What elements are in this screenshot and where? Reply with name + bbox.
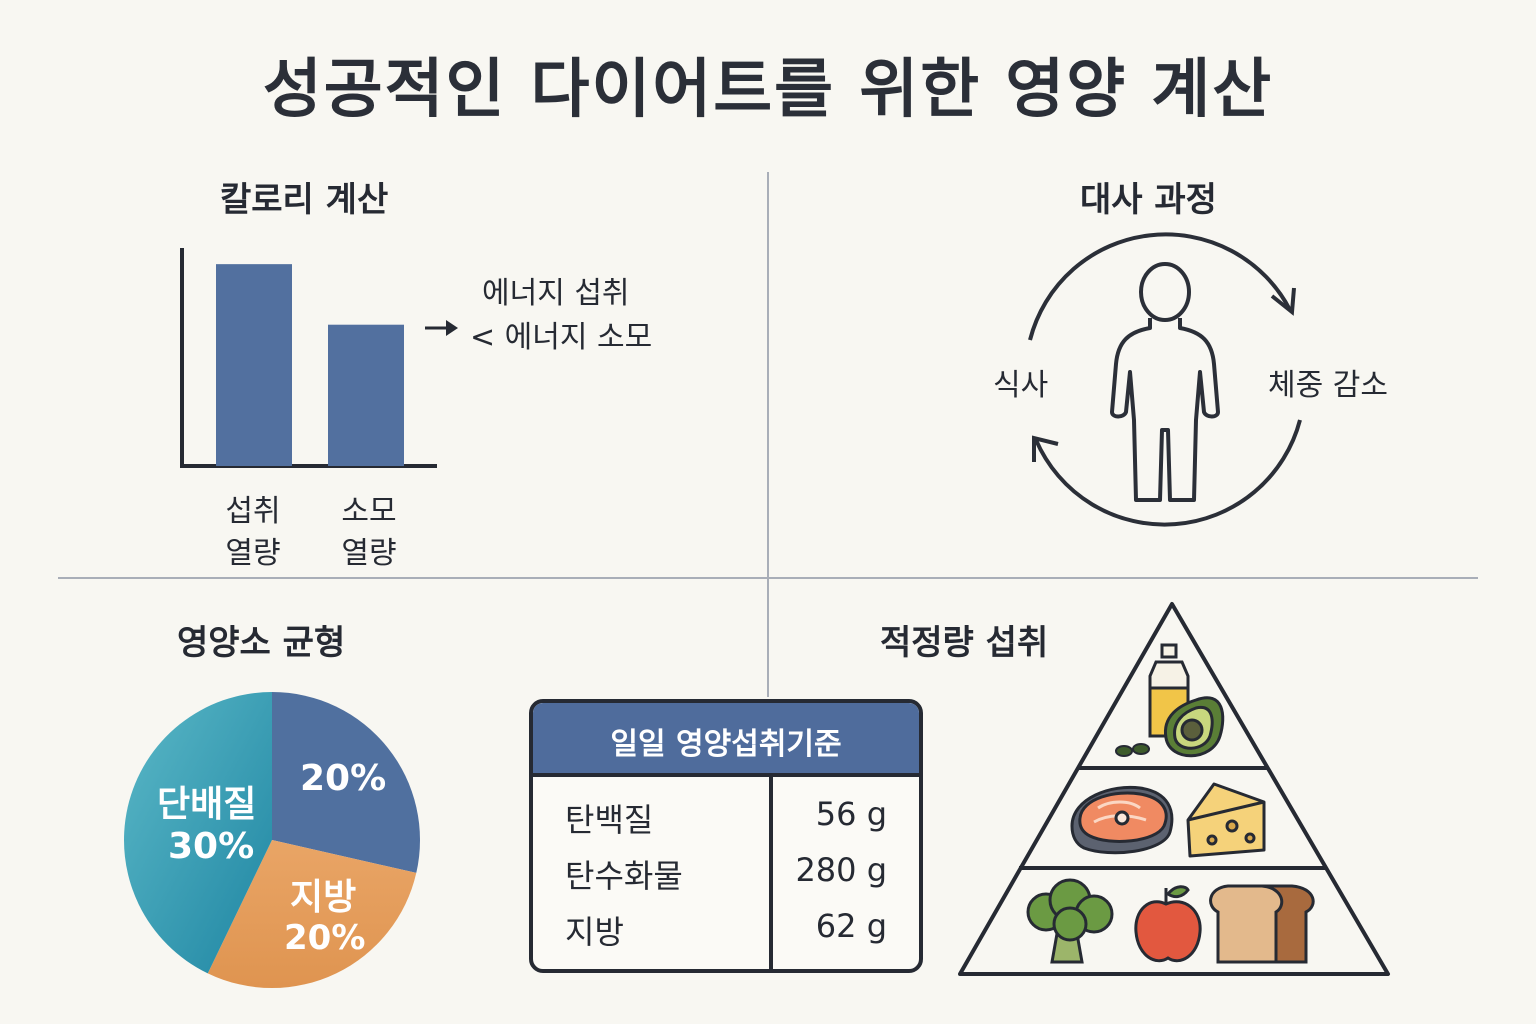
cycle-arc-bottom <box>1034 419 1302 527</box>
cycle-arc-top <box>1028 232 1292 341</box>
arrow-right-icon <box>446 320 458 336</box>
bar-label-intake-1: 섭취 <box>225 494 281 529</box>
bar-intake <box>216 264 292 466</box>
table-row-name-3: 지방 <box>565 913 624 951</box>
pie-slice-blue <box>272 692 420 873</box>
table-header-text: 일일 영양섭취기준 <box>610 727 842 762</box>
pie-slice-fat <box>207 840 417 988</box>
pie-label-protein: 단배질 <box>157 784 257 825</box>
energy-note-line1: 에너지 섭취 <box>482 276 630 311</box>
pie-text-blue: 20% <box>300 758 387 799</box>
calorie-heading: 칼로리 계산 <box>220 180 389 220</box>
meal-label: 식사 <box>993 368 1049 403</box>
weight-loss-label: 체중 감소 <box>1268 368 1388 403</box>
table-row-amount-2: 280 g <box>795 851 887 889</box>
pie-text-protein: 30% <box>168 826 255 867</box>
arrow-head-bottom-icon <box>1032 435 1059 462</box>
broccoli-icon <box>1026 878 1114 964</box>
table-row-amount-1: 56 g <box>815 795 887 833</box>
intake-heading: 적정량 섭취 <box>880 623 1049 663</box>
page-title: 성공적인 다이어트를 위한 영양 계산 <box>262 53 1274 127</box>
avocado-icon <box>1163 696 1225 758</box>
table-row-amount-3: 62 g <box>815 907 887 945</box>
bar-expenditure <box>328 324 404 466</box>
nutrient-balance-heading: 영양소 균형 <box>177 623 346 663</box>
pie-text-fat: 20% <box>284 918 366 958</box>
table-row-name-2: 탄수화물 <box>565 857 683 895</box>
bar-label-expenditure-2: 열량 <box>341 536 397 571</box>
cheese-wedge-icon <box>1186 782 1266 858</box>
bar-label-expenditure-1: 소모 <box>341 494 397 529</box>
salmon-steak-icon <box>1070 785 1174 855</box>
apple-icon <box>1134 885 1202 963</box>
table-header <box>533 703 919 777</box>
table-row-name-1: 탄백질 <box>565 801 654 839</box>
pyramid-outline <box>958 602 1390 976</box>
horizontal-divider <box>58 577 1478 579</box>
seeds-icon <box>1115 743 1150 757</box>
energy-note-line2: < 에너지 소모 <box>470 320 653 355</box>
arrow-head-top-icon <box>1270 287 1296 316</box>
person-outline-icon <box>1110 262 1220 502</box>
metabolism-heading: 대사 과정 <box>1080 180 1217 220</box>
bar-label-intake-2: 열량 <box>225 536 281 571</box>
vertical-divider <box>767 172 769 697</box>
table-column-divider <box>769 775 773 969</box>
daily-intake-table: 일일 영양섭취기준 탄백질 56 g 탄수화물 280 g 지방 62 g <box>529 699 923 973</box>
bread-icon <box>1209 884 1315 964</box>
pie-slice-protein <box>124 692 272 974</box>
pie-label-fat: 지방 <box>290 877 357 918</box>
